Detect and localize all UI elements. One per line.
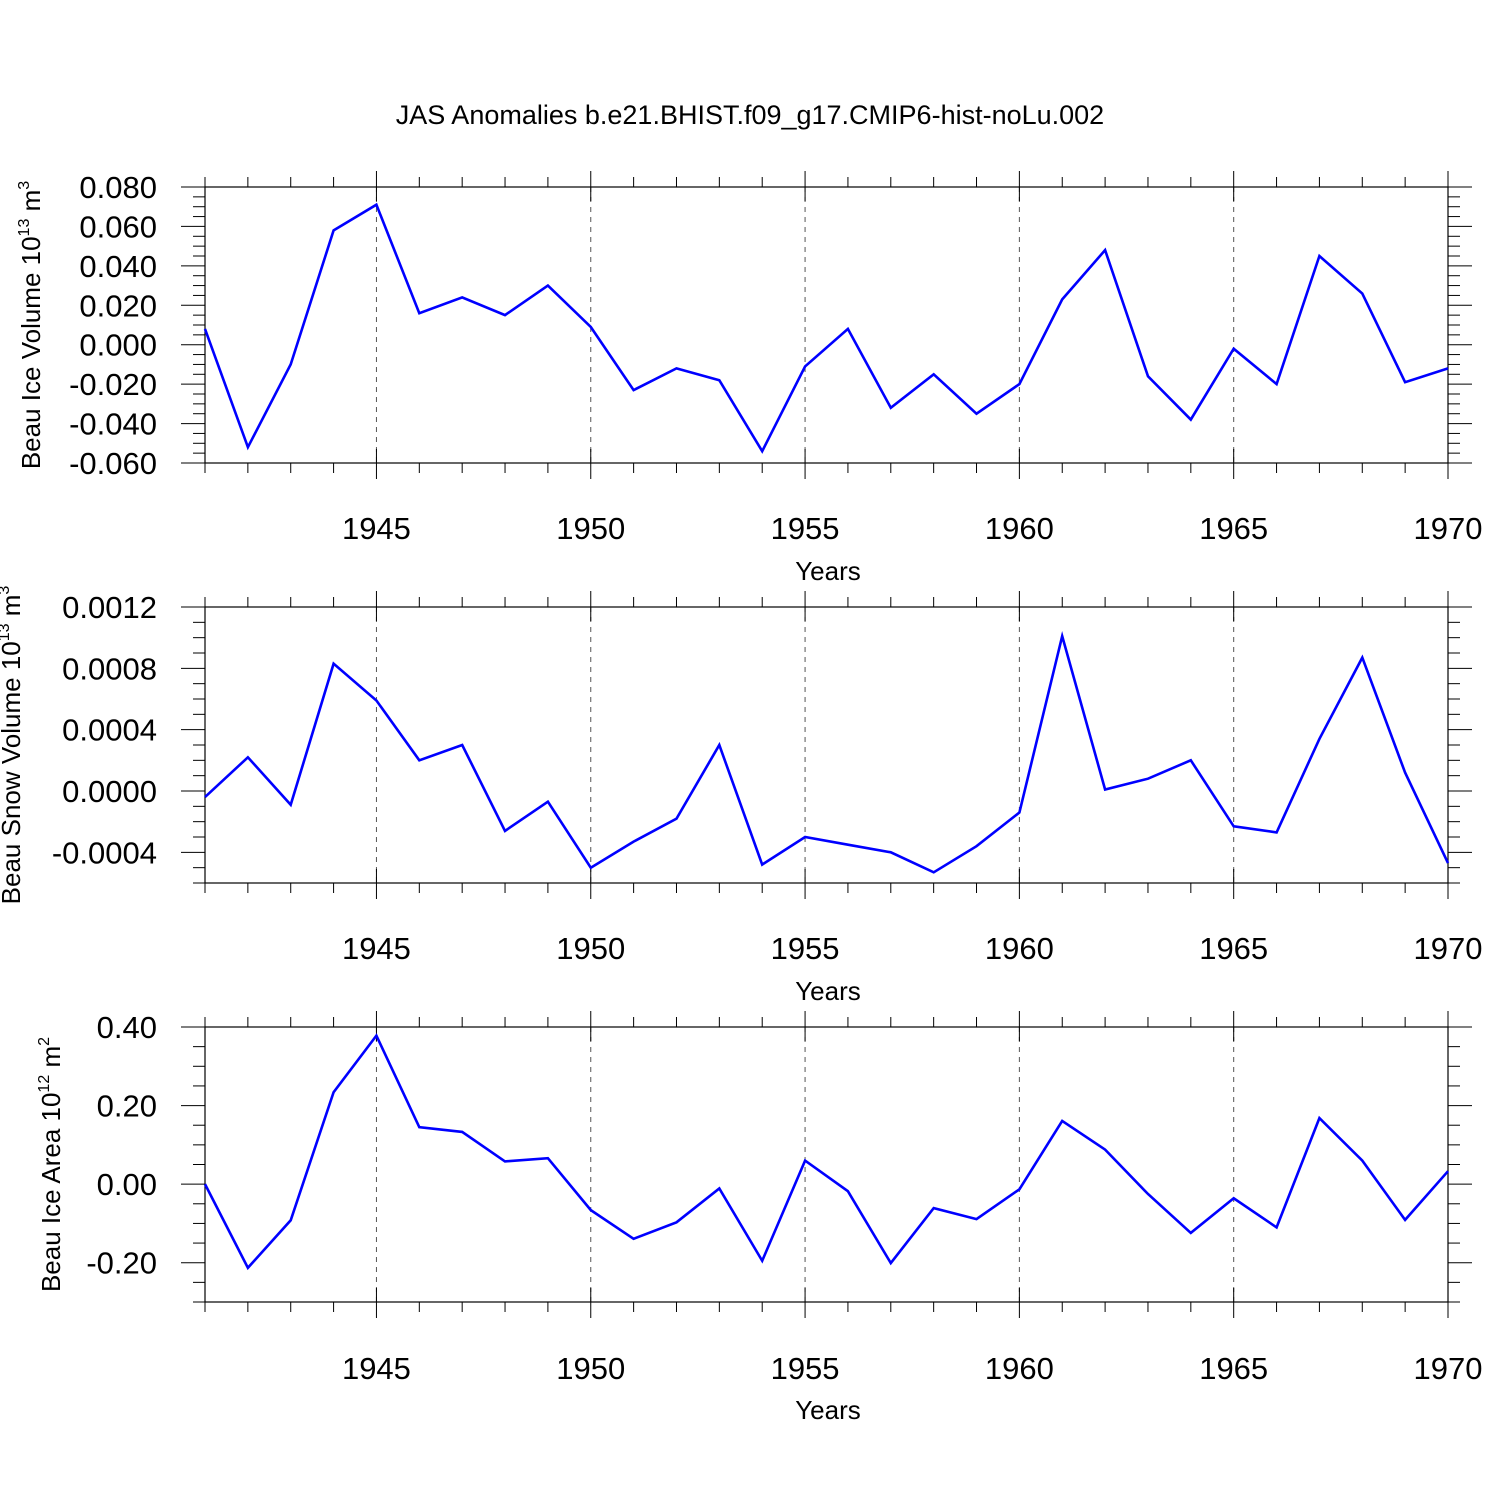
- x-tick-label: 1945: [342, 1351, 411, 1386]
- x-tick-label: 1950: [556, 1351, 625, 1386]
- x-tick-label: 1955: [771, 1351, 840, 1386]
- x-tick-label: 1945: [342, 931, 411, 966]
- series-line: [203, 202, 1449, 454]
- y-tick-label: 0.0004: [62, 713, 157, 748]
- y-axis-title-text: m: [0, 595, 26, 624]
- y-tick-label: 0.060: [79, 209, 157, 244]
- y-axis-title-superscript: 3: [0, 586, 13, 595]
- series-line: [204, 630, 1450, 874]
- x-tick-label: 1955: [771, 931, 840, 966]
- series-line: [203, 1033, 1449, 1271]
- x-axis-title: Years: [795, 556, 861, 586]
- y-axis-title: Beau Snow Volume 1013 m3: [0, 586, 26, 905]
- figure-title: JAS Anomalies b.e21.BHIST.f09_g17.CMIP6-…: [396, 100, 1104, 130]
- panel-3: 1945 1950 1955 1960 1965 1970 -0.20 0.00 0.20 0.4…: [36, 1010, 1482, 1425]
- y-axis-title-superscript: 13: [0, 623, 13, 641]
- x-tick-label: 1950: [556, 931, 625, 966]
- y-tick-label: -0.040: [69, 407, 157, 442]
- y-axis-title-superscript: 12: [36, 1075, 53, 1093]
- y-axis-title-text: m: [16, 190, 46, 219]
- y-tick-label: 0.00: [97, 1167, 157, 1202]
- y-tick-label: 0.20: [97, 1089, 157, 1124]
- x-tick-label: 1965: [1199, 511, 1268, 546]
- y-axis-title-superscript: 13: [16, 219, 33, 237]
- x-tick-label: 1970: [1414, 931, 1483, 966]
- panels: 1945 1950 1955 1960 1965 1970 -0.060 -0.040 -0.0…: [0, 170, 1482, 1425]
- y-tick-label: -0.20: [86, 1246, 157, 1281]
- panel-2: 1945 1950 1955 1960 1965 1970 -0.0004 0.0000 0.0…: [0, 586, 1482, 1006]
- x-tick-label: 1960: [985, 1351, 1054, 1386]
- y-tick-label: 0.40: [97, 1010, 157, 1045]
- y-tick-label: 0.000: [79, 328, 157, 363]
- y-tick-label: 0.0008: [62, 651, 157, 686]
- x-tick-label: 1945: [342, 511, 411, 546]
- x-tick-label: 1965: [1199, 931, 1268, 966]
- y-tick-label: -0.0004: [52, 835, 157, 870]
- panel-1: 1945 1950 1955 1960 1965 1970 -0.060 -0.040 -0.0…: [16, 170, 1482, 586]
- y-axis-title-superscript: 3: [16, 181, 33, 190]
- x-axis-title: Years: [795, 1395, 861, 1425]
- x-tick-label: 1970: [1414, 1351, 1483, 1386]
- y-tick-label: -0.020: [69, 367, 157, 402]
- y-axis-title: Beau Ice Volume 1013 m3: [16, 181, 46, 469]
- x-tick-label: 1950: [556, 511, 625, 546]
- y-axis-title-text: m: [36, 1046, 66, 1075]
- y-axis-title-text: Beau Ice Area 10: [36, 1093, 66, 1292]
- x-tick-label: 1970: [1414, 511, 1483, 546]
- y-tick-label: 0.040: [79, 249, 157, 284]
- y-tick-label: 0.080: [79, 170, 157, 205]
- y-axis-title-text: Beau Ice Volume 10: [16, 236, 46, 469]
- x-tick-label: 1960: [985, 931, 1054, 966]
- y-axis-title-superscript: 2: [36, 1037, 53, 1046]
- x-tick-label: 1955: [771, 511, 840, 546]
- x-tick-label: 1965: [1199, 1351, 1268, 1386]
- y-tick-label: 0.0012: [62, 590, 157, 625]
- x-axis-title: Years: [795, 976, 861, 1006]
- y-tick-label: 0.020: [79, 288, 157, 323]
- y-axis-title-text: Beau Snow Volume 10: [0, 641, 26, 904]
- y-axis-title: Beau Ice Area 1012 m2: [36, 1037, 66, 1292]
- x-tick-label: 1960: [985, 511, 1054, 546]
- y-tick-label: 0.0000: [62, 774, 157, 809]
- y-tick-label: -0.060: [69, 446, 157, 481]
